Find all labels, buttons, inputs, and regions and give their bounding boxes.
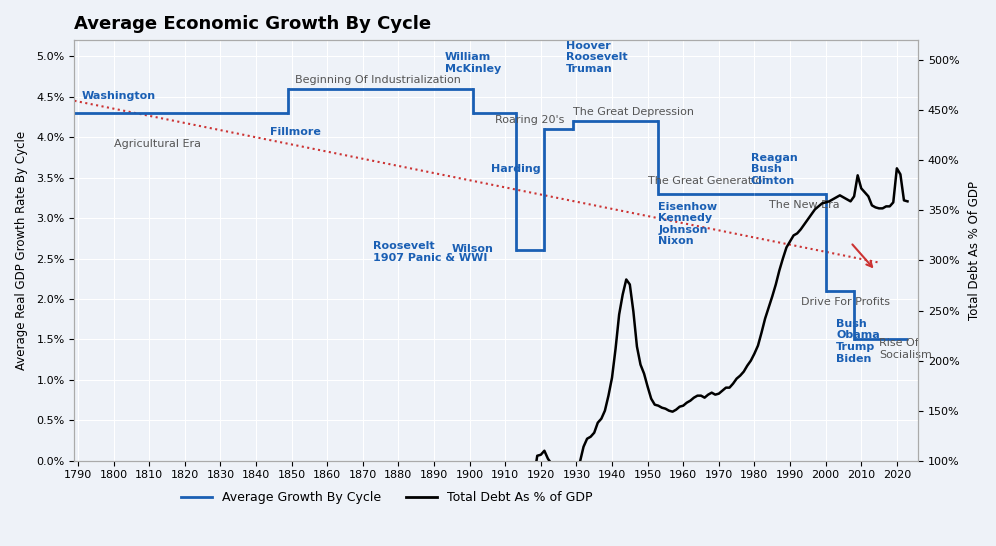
Text: Beginning Of Industrialization: Beginning Of Industrialization [295, 75, 461, 85]
Text: Fillmore: Fillmore [270, 127, 321, 137]
Text: The Great Depression: The Great Depression [573, 107, 694, 117]
Text: Harding: Harding [491, 164, 541, 174]
Text: Roosevelt
1907 Panic & WWI: Roosevelt 1907 Panic & WWI [374, 241, 488, 263]
Text: Eisenhow
Kennedy
Johnson
Nixon: Eisenhow Kennedy Johnson Nixon [658, 201, 717, 246]
Y-axis label: Total Debt As % Of GDP: Total Debt As % Of GDP [968, 181, 981, 320]
Legend: Average Growth By Cycle, Total Debt As % of GDP: Average Growth By Cycle, Total Debt As %… [175, 486, 598, 509]
Text: William
McKinley: William McKinley [444, 52, 501, 74]
Y-axis label: Average Real GDP Growth Rate By Cycle: Average Real GDP Growth Rate By Cycle [15, 131, 28, 370]
Text: Reagan
Bush
Clinton: Reagan Bush Clinton [751, 152, 798, 186]
Text: Agricultural Era: Agricultural Era [114, 139, 200, 149]
Text: Average Economic Growth By Cycle: Average Economic Growth By Cycle [75, 15, 431, 33]
Text: Rise Of
Socialism: Rise Of Socialism [879, 338, 932, 360]
Text: Hoover
Roosevelt
Truman: Hoover Roosevelt Truman [566, 41, 627, 74]
Text: Wilson: Wilson [452, 245, 494, 254]
Text: The New Era: The New Era [769, 200, 840, 210]
Text: Drive For Profits: Drive For Profits [801, 297, 889, 307]
Text: The Great Generation: The Great Generation [647, 176, 769, 186]
Text: Bush
Obama
Trump
Biden: Bush Obama Trump Biden [837, 319, 880, 364]
Text: Washington: Washington [82, 91, 155, 101]
Text: Roaring 20's: Roaring 20's [495, 115, 564, 125]
